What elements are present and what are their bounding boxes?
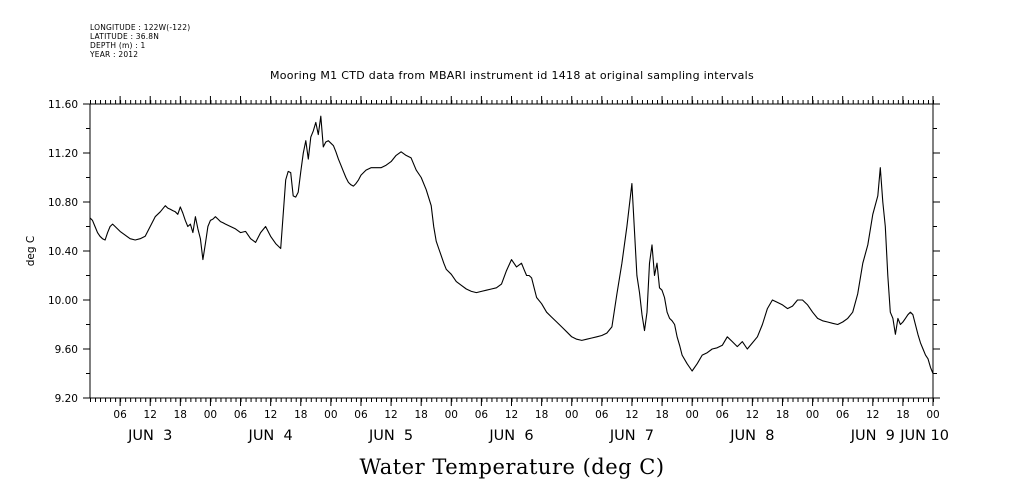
y-axis-title: deg C (25, 236, 37, 266)
day-label: JUN 9 (850, 428, 895, 444)
x-tick-label: 06 (113, 409, 127, 421)
x-tick-label: 12 (625, 409, 638, 421)
x-tick-label: 06 (475, 409, 489, 421)
x-tick-label: 18 (535, 409, 548, 421)
x-axis: 06 12 18 00 06 12 18 00 06 12 18 00 06 12 18 00 06 12 18 00… (113, 96, 949, 444)
x-tick-label: 18 (414, 409, 427, 421)
longitude-label: LONGITUDE : 122W(-122) (90, 23, 191, 32)
x-tick-label: 12 (746, 409, 759, 421)
y-tick-label: 9.60 (55, 344, 78, 356)
x-tick-label: 00 (204, 409, 217, 421)
x-tick-label: 18 (896, 409, 909, 421)
x-tick-label: 12 (144, 409, 157, 421)
x-tick-label: 00 (565, 409, 578, 421)
day-label: JUN 8 (729, 428, 774, 444)
day-label: JUN 4 (248, 428, 293, 444)
y-axis: 9.20 9.60 10.00 10.40 10.80 11.20 11.60 deg C (25, 99, 940, 405)
x-tick-label: 06 (716, 409, 730, 421)
day-label: JUN 7 (609, 428, 654, 444)
x-tick-label: 00 (324, 409, 337, 421)
x-tick-label: 00 (806, 409, 819, 421)
x-tick-label: 12 (264, 409, 277, 421)
x-tick-label: 00 (685, 409, 698, 421)
x-tick-label: 00 (445, 409, 458, 421)
x-tick-label: 12 (866, 409, 879, 421)
y-tick-label: 11.60 (48, 99, 78, 111)
x-tick-label: 00 (926, 409, 939, 421)
plot-frame-group (89, 100, 934, 402)
x-tick-label: 12 (505, 409, 518, 421)
latitude-label: LATITUDE : 36.8N (90, 32, 160, 41)
y-tick-label: 11.20 (48, 148, 78, 160)
x-tick-label: 12 (384, 409, 397, 421)
series-group (89, 115, 934, 374)
y-tick-label: 10.00 (48, 295, 78, 307)
x-tick-label: 06 (836, 409, 850, 421)
y-tick-label: 10.80 (48, 197, 78, 209)
x-tick-label: 18 (294, 409, 307, 421)
x-axis-title: Water Temperature (deg C) (359, 455, 665, 479)
x-tick-label: 06 (595, 409, 609, 421)
day-label: JUN 5 (368, 428, 413, 444)
chart-title: Mooring M1 CTD data from MBARI instrumen… (269, 69, 755, 82)
day-label: JUN 10 (899, 428, 949, 444)
depth-label: DEPTH (m) : 1 (90, 41, 146, 50)
plot-frame (89, 103, 934, 399)
y-tick-label: 9.20 (55, 393, 78, 405)
year-label: YEAR : 2012 (90, 50, 139, 59)
day-label: JUN 3 (127, 428, 172, 444)
x-tick-label: 18 (776, 409, 789, 421)
temperature-series-line (89, 115, 934, 374)
y-tick-label: 10.40 (48, 246, 78, 258)
day-label: JUN 6 (488, 428, 533, 444)
x-tick-label: 18 (655, 409, 668, 421)
x-tick-label: 06 (234, 409, 248, 421)
x-tick-label: 18 (174, 409, 187, 421)
x-tick-label: 06 (354, 409, 368, 421)
